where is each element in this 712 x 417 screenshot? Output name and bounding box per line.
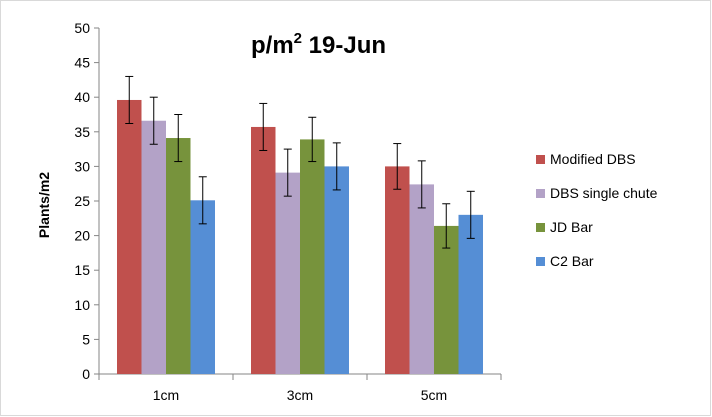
y-tick-label: 25 [74,193,90,209]
y-tick-label: 20 [74,228,90,244]
bar [166,138,191,374]
bar [324,166,349,374]
x-tick-label: 1cm [153,387,179,403]
y-tick-label: 0 [82,366,90,382]
legend-swatch [536,155,545,164]
bar [300,139,325,374]
legend-entry: DBS single chute [550,185,658,201]
y-tick-label: 5 [82,331,90,347]
y-tick-label: 45 [74,55,90,71]
legend-swatch [536,223,545,232]
bar [141,120,166,374]
bar [385,166,410,374]
chart-title: p/m2 19-Jun [251,30,386,59]
bar [434,225,459,374]
y-tick-label: 30 [74,158,90,174]
bar [190,200,215,374]
legend-swatch [536,189,545,198]
bar [117,99,142,374]
y-tick-label: 50 [74,20,90,36]
bar [275,172,300,374]
y-tick-label: 40 [74,89,90,105]
y-tick-label: 35 [74,124,90,140]
y-tick-label: 15 [74,262,90,278]
y-tick-label: 10 [74,297,90,313]
bar [251,126,276,375]
legend-entry: Modified DBS [550,151,636,167]
bar [409,184,434,374]
bar [458,214,483,374]
x-tick-label: 3cm [287,387,313,403]
legend-entry: C2 Bar [550,253,594,269]
x-tick-label: 5cm [421,387,447,403]
y-axis-label: Plants/m2 [36,172,52,238]
legend-swatch [536,257,545,266]
legend-entry: JD Bar [550,219,593,235]
